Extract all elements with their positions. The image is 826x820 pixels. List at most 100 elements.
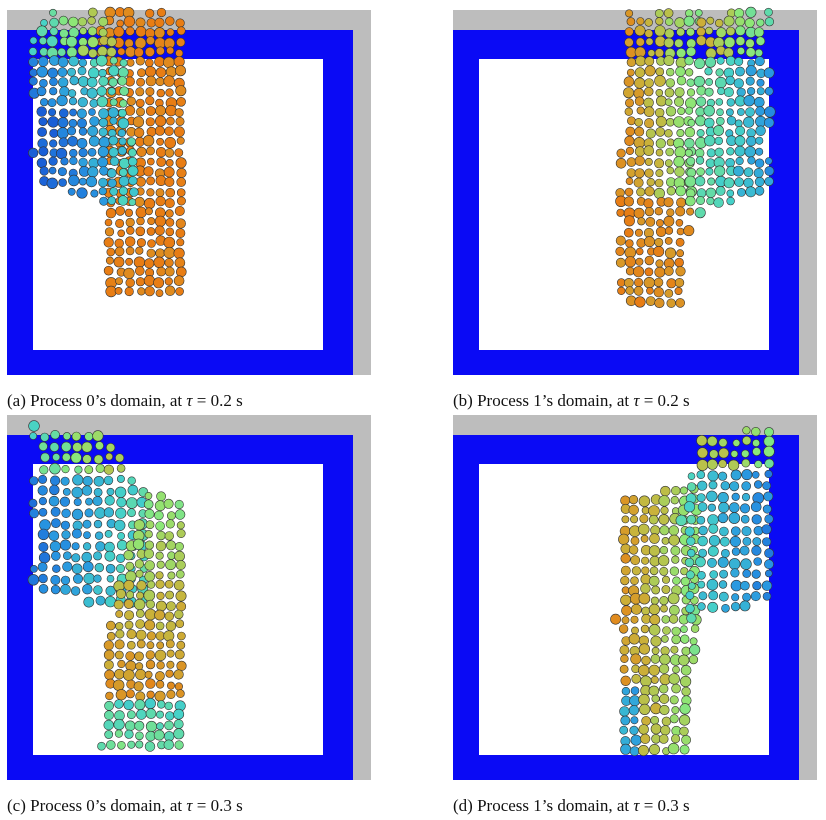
particle [69,75,79,86]
particle [706,578,719,591]
particle [743,116,755,128]
particle [638,724,649,735]
particle [761,580,773,591]
particle [123,550,134,561]
particle [750,501,762,513]
particle [136,107,146,117]
particle [674,286,683,295]
particle [98,136,111,148]
particle [764,157,773,165]
particle [134,651,144,662]
particle [154,500,166,512]
particle [114,729,123,738]
particle [631,603,642,615]
particle [635,247,644,256]
particle [175,49,184,58]
particle [135,731,144,741]
particle [154,690,166,702]
particle [106,631,116,641]
particle [687,118,696,127]
particle [745,47,756,58]
particle [165,519,175,529]
particle [674,17,686,28]
particle [76,138,88,149]
particle [761,524,772,535]
particle [113,256,125,268]
particle [648,664,660,676]
particle [630,536,640,546]
particle [626,17,636,26]
caption-text: = 0.2 s [193,391,243,410]
caption-text: = 0.2 s [639,391,689,410]
particle [637,744,649,756]
particle [753,96,765,108]
particle [98,127,108,137]
particle [648,545,661,557]
particle [82,561,94,573]
particle [119,168,128,177]
particle [698,525,708,536]
particle [723,15,735,27]
particle [115,629,125,639]
particle [156,641,165,650]
particle [745,6,757,18]
particle [625,146,635,155]
particle [126,629,137,640]
particle [663,197,674,208]
particle [136,146,147,157]
particle [154,125,165,136]
particle [135,629,147,641]
particle [107,168,117,178]
particle [715,185,726,196]
particle [105,256,114,265]
particle [29,68,38,77]
particle [61,441,72,452]
particle [708,535,721,547]
particle [135,740,144,749]
particle [156,591,165,601]
particle [621,686,631,696]
particle [145,66,157,78]
particle [634,228,643,237]
particle [632,266,645,278]
particle [650,675,659,684]
particle [719,526,729,537]
particle [636,106,645,115]
particle [631,566,642,576]
particle [703,105,715,117]
particle [734,177,744,187]
particle [49,442,60,452]
particle [681,646,691,656]
particle [626,57,637,67]
particle [697,580,706,589]
particle [175,116,185,126]
particle [104,218,113,227]
particle [717,87,726,96]
particle [654,207,663,216]
particle [754,460,763,469]
particle [134,559,144,569]
particle [647,49,656,57]
particle [136,77,145,87]
particle [154,649,167,662]
particle [145,75,157,87]
particle [142,135,155,147]
particle [147,580,156,589]
particle [176,640,186,650]
particle [654,158,665,169]
particle [616,208,625,217]
particle [47,98,57,108]
particle [633,177,644,188]
particle [145,207,153,216]
particle [644,267,654,277]
particle [165,620,177,632]
particle [664,226,674,235]
particle [615,246,625,256]
particle [70,452,82,464]
particle [154,609,165,621]
particle [675,237,685,247]
particle [687,472,696,481]
particle [155,147,167,158]
particle [164,258,174,268]
particle [83,572,95,585]
